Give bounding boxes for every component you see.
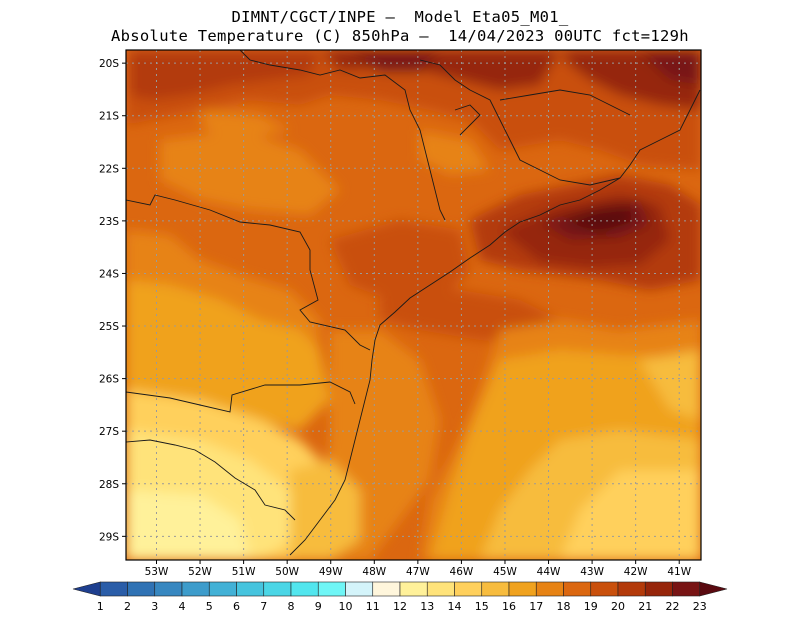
colorbar-label: 20 (611, 600, 625, 613)
colorbar-label: 17 (529, 600, 543, 613)
colorbar-swatch (454, 581, 483, 597)
lon-label: 41W (667, 566, 691, 578)
lat-label: 28S (99, 479, 119, 491)
lat-label: 26S (99, 374, 119, 386)
colorbar-label: 4 (179, 600, 186, 613)
colorbar-swatch (699, 581, 728, 597)
lon-label: 42W (624, 566, 648, 578)
colorbar-swatch (263, 581, 292, 597)
colorbar-label: 14 (448, 600, 462, 613)
lat-label: 23S (99, 216, 119, 228)
longitude-labels: 53W 52W 51W 50W 49W 48W 47W 46W 45W 44W 43W 42W 41W (145, 560, 692, 578)
lat-label: 22S (99, 163, 119, 175)
colorbar-swatch (372, 581, 401, 597)
colorbar-swatch (563, 581, 592, 597)
colorbar-label: 3 (151, 600, 158, 613)
lon-label: 52W (188, 566, 212, 578)
colorbar-swatch (72, 581, 101, 597)
colorbar-label: 16 (502, 600, 516, 613)
lon-label: 46W (450, 566, 474, 578)
lat-label: 21S (99, 111, 119, 123)
map-title-line2: Absolute Temperature (C) 850hPa – 14/04/… (111, 27, 689, 45)
colorbar-swatch (535, 581, 564, 597)
colorbar-swatch (617, 581, 646, 597)
colorbar-label: 19 (584, 600, 598, 613)
colorbar-swatch (481, 581, 510, 597)
colorbar-swatch (290, 581, 319, 597)
colorbar-label: 8 (288, 600, 295, 613)
colorbar-label: 23 (693, 600, 707, 613)
lon-label: 44W (537, 566, 561, 578)
lat-label: 24S (99, 268, 119, 280)
colorbar-label: 13 (420, 600, 434, 613)
colorbar-swatch (345, 581, 374, 597)
colorbar-label: 6 (233, 600, 240, 613)
colorbar-swatch (399, 581, 428, 597)
colorbar: 1 2 3 4 5 6 7 8 9 10 11 12 13 14 15 16 17 18 19 20 21 22 23 (72, 581, 728, 613)
lat-label: 25S (99, 321, 119, 333)
colorbar-label: 1 (97, 600, 104, 613)
lat-label: 29S (99, 531, 119, 543)
lon-label: 50W (275, 566, 299, 578)
colorbar-label: 21 (638, 600, 652, 613)
colorbar-label: 2 (124, 600, 131, 613)
colorbar-swatch (181, 581, 210, 597)
colorbar-swatch (590, 581, 619, 597)
colorbar-swatch (508, 581, 537, 597)
colorbar-swatch (236, 581, 265, 597)
lon-label: 53W (145, 566, 169, 578)
colorbar-label: 22 (666, 600, 680, 613)
temperature-field (126, 50, 701, 560)
colorbar-swatch (154, 581, 183, 597)
coastline-and-borders (126, 50, 701, 556)
latitude-labels: 20S 21S 22S 23S 24S 25S 26S 27S 28S 29S (99, 58, 126, 543)
lon-label: 43W (580, 566, 604, 578)
plot-frame (125, 49, 702, 561)
colorbar-label: 7 (260, 600, 267, 613)
colorbar-label: 10 (339, 600, 353, 613)
lon-label: 45W (493, 566, 517, 578)
lon-label: 51W (232, 566, 256, 578)
colorbar-swatch (672, 581, 701, 597)
colorbar-label: 12 (393, 600, 407, 613)
colorbar-label: 15 (475, 600, 489, 613)
map-title-line1: DIMNT/CGCT/INPE – Model Eta05_M01_ (231, 8, 569, 26)
colorbar-swatch (208, 581, 237, 597)
colorbar-swatch (426, 581, 455, 597)
colorbar-swatch (99, 581, 128, 597)
colorbar-swatch (317, 581, 346, 597)
lon-label: 48W (362, 566, 386, 578)
colorbar-label: 11 (366, 600, 380, 613)
colorbar-swatch (127, 581, 156, 597)
lat-label: 27S (99, 426, 119, 438)
lon-label: 47W (406, 566, 430, 578)
lat-label: 20S (99, 58, 119, 70)
colorbar-label: 18 (557, 600, 571, 613)
colorbar-swatch (644, 581, 673, 597)
colorbar-label: 5 (206, 600, 213, 613)
lon-label: 49W (319, 566, 343, 578)
lat-lon-grid (126, 50, 701, 560)
colorbar-label: 9 (315, 600, 322, 613)
